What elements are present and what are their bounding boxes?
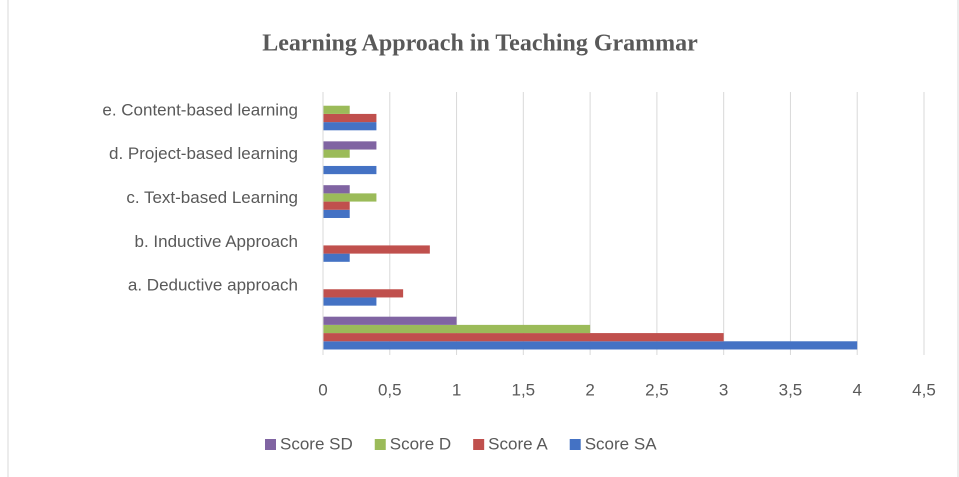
bar	[323, 149, 350, 158]
bar	[323, 201, 350, 210]
legend-swatch	[374, 439, 386, 450]
bar	[323, 245, 430, 254]
bar	[323, 113, 377, 123]
bar	[323, 193, 377, 202]
y-tick-label: e. Content-based learning	[102, 100, 298, 119]
bar	[323, 165, 377, 175]
chart-border	[7, 0, 959, 477]
legend-swatch	[569, 439, 581, 450]
x-tick-label: 2,5	[645, 380, 669, 399]
bar	[323, 185, 350, 194]
x-tick-label: 3,5	[779, 380, 803, 399]
y-tick-label: c. Text-based Learning	[126, 188, 298, 207]
legend-label: Score SA	[585, 434, 657, 453]
bar	[323, 289, 404, 298]
y-tick-label: b. Inductive Approach	[134, 232, 298, 251]
legend-label: Score SD	[280, 434, 353, 453]
x-tick-label: 0	[318, 380, 327, 399]
x-tick-label: 1,5	[512, 380, 536, 399]
bar	[323, 122, 377, 131]
bar	[323, 105, 350, 114]
legend-swatch	[473, 439, 485, 450]
bar	[323, 333, 724, 342]
bar	[323, 324, 591, 334]
x-tick-label: 1	[452, 380, 461, 399]
legend-swatch	[265, 439, 276, 450]
bar	[323, 316, 457, 325]
x-tick-label: 0,5	[378, 380, 402, 399]
x-tick-label: 4	[852, 380, 861, 399]
bar	[323, 341, 858, 350]
bar	[323, 209, 350, 218]
legend-label: Score A	[488, 434, 548, 453]
bar	[323, 253, 350, 262]
x-tick-label: 2	[585, 380, 594, 399]
x-tick-label: 3	[719, 380, 728, 399]
chart-title: Learning Approach in Teaching Grammar	[262, 31, 698, 57]
x-tick-label: 4,5	[912, 380, 936, 399]
bar	[323, 141, 377, 150]
y-tick-label: a. Deductive approach	[128, 276, 298, 295]
legend-label: Score D	[390, 434, 451, 453]
y-tick-label: d. Project-based learning	[109, 144, 298, 163]
bar	[323, 297, 377, 306]
